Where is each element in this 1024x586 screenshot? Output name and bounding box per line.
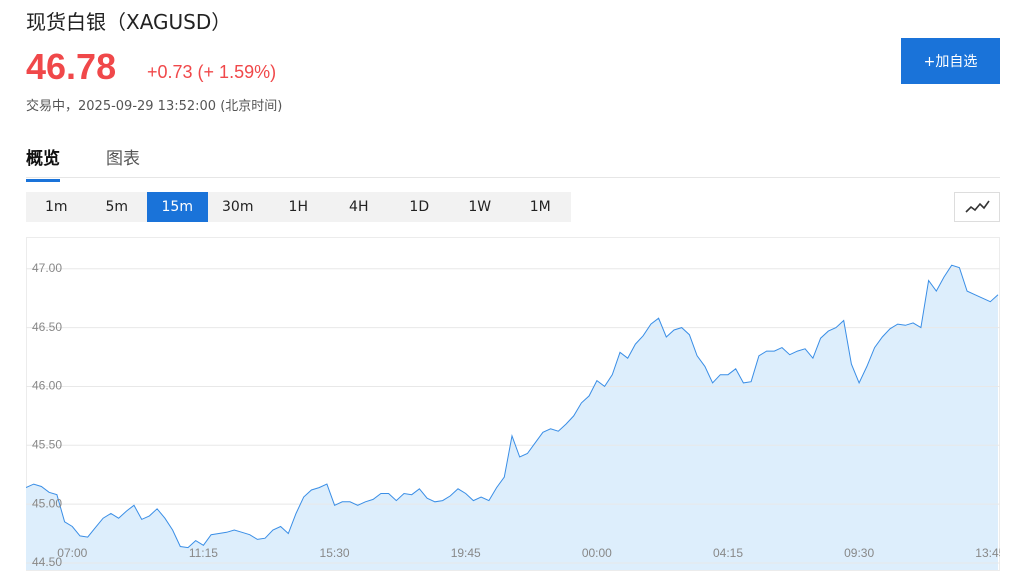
interval-button[interactable]: 1D <box>409 199 430 215</box>
interval-button[interactable]: 1m <box>44 199 68 215</box>
y-tick-label: 46.00 <box>32 379 62 393</box>
chart-icon <box>965 200 990 213</box>
interval-button[interactable]: 30m <box>222 199 254 215</box>
interval-button[interactable]: 15m <box>147 192 208 222</box>
interval-button[interactable]: 1W <box>468 199 492 215</box>
x-tick-label: 11:15 <box>189 546 218 560</box>
interval-button[interactable]: 1H <box>288 199 308 215</box>
x-tick-label: 09:30 <box>844 546 874 560</box>
chart-type-button[interactable] <box>954 192 1000 222</box>
tab[interactable]: 概览 <box>26 144 60 182</box>
x-tick-label: 07:00 <box>57 546 87 560</box>
interval-bar: 1m 5m 15m 30m 1H 4H 1D 1W 1M <box>26 192 571 222</box>
x-tick-label: 04:15 <box>713 546 743 560</box>
y-tick-label: 46.50 <box>32 320 62 334</box>
tabs: 概览 图表 <box>26 142 1000 182</box>
title: 现货白银（XAGUSD） <box>26 10 232 34</box>
add-watchlist-button[interactable]: +加自选 <box>901 38 1000 84</box>
y-tick-label: 45.00 <box>32 496 62 510</box>
x-tick-label: 19:45 <box>451 546 481 560</box>
x-tick-label: 00:00 <box>582 546 612 560</box>
price-change: +0.73 (+ 1.59%) <box>147 62 277 82</box>
interval-button[interactable]: 5m <box>105 199 129 215</box>
price: 46.78 <box>26 46 117 87</box>
interval-button[interactable]: 4H <box>349 199 369 215</box>
x-tick-label: 15:30 <box>320 546 350 560</box>
status: 交易中，2025-09-29 13:52:00 (北京时间) <box>26 99 283 114</box>
y-tick-label: 44.50 <box>32 555 62 569</box>
price-line <box>26 264 999 549</box>
y-tick-label: 45.50 <box>32 437 62 451</box>
plot-frame <box>26 237 1000 571</box>
x-tick-label: 13:45 <box>975 546 1005 560</box>
y-tick-label: 47.00 <box>32 261 62 275</box>
tab[interactable]: 图表 <box>106 149 140 169</box>
interval-button[interactable]: 1M <box>529 199 551 215</box>
area-fill <box>26 265 998 570</box>
